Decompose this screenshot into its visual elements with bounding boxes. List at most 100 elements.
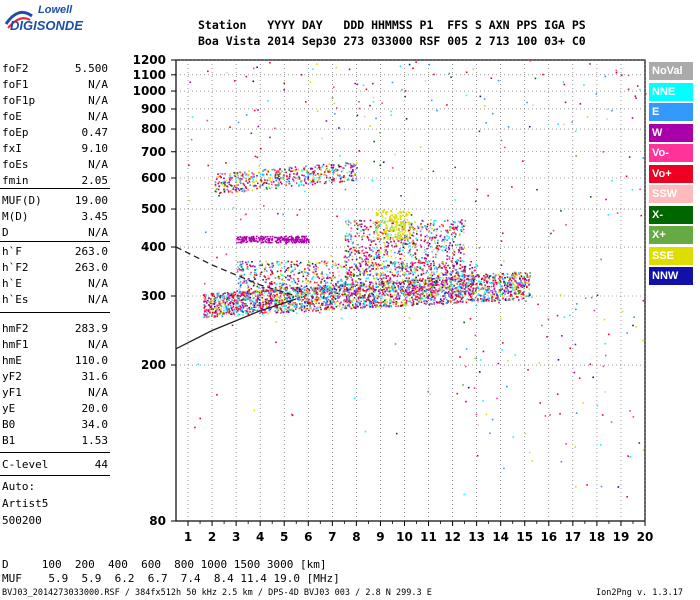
echo-point — [308, 261, 311, 264]
echo-point — [265, 301, 268, 304]
echo-point — [412, 242, 414, 244]
echo-point — [242, 302, 244, 304]
echo-point — [372, 302, 375, 305]
echo-point — [394, 286, 396, 289]
echo-point — [274, 236, 277, 239]
echo-point — [318, 178, 320, 181]
echo-point — [440, 234, 442, 237]
echo-point — [387, 281, 390, 283]
echo-point — [414, 291, 417, 293]
echo-point — [243, 239, 246, 242]
echo-point — [390, 214, 393, 217]
echo-point — [348, 291, 351, 294]
echo-point — [303, 238, 306, 241]
echo-point — [379, 231, 382, 233]
echo-point — [280, 282, 283, 285]
echo-point — [370, 255, 373, 257]
echo-point — [424, 279, 427, 282]
echo-point — [390, 220, 393, 223]
echo-point — [253, 276, 255, 278]
echo-point — [279, 288, 282, 291]
echo-point — [378, 253, 380, 256]
echo-point — [480, 300, 483, 303]
echo-point — [471, 276, 474, 278]
echo-point — [379, 223, 382, 225]
echo-point — [272, 291, 275, 293]
echo-point — [446, 271, 449, 274]
echo-point — [475, 263, 477, 266]
echo-point — [435, 230, 438, 233]
echo-point — [320, 288, 323, 291]
echo-point — [525, 281, 528, 284]
echo-point — [448, 279, 451, 282]
echo-point — [420, 239, 423, 241]
echo-point — [270, 297, 273, 300]
y-tick-label: 80 — [149, 514, 166, 528]
echo-point — [491, 291, 494, 294]
echo-point — [300, 291, 303, 293]
echo-point — [230, 294, 232, 297]
echo-point — [408, 221, 411, 224]
echo-point — [385, 231, 387, 234]
echo-point — [416, 296, 419, 298]
echo-point — [402, 226, 405, 228]
echo-point — [443, 246, 445, 249]
echo-point — [522, 291, 524, 294]
echo-point — [336, 285, 339, 287]
echo-point — [449, 283, 452, 286]
echo-point — [409, 280, 412, 283]
echo-point — [466, 278, 468, 280]
echo-point — [417, 290, 420, 292]
echo-point — [368, 233, 371, 236]
echo-point — [441, 245, 444, 247]
y-tick-label: 1100 — [133, 68, 166, 82]
echo-point — [515, 285, 517, 287]
param-value: N/A — [88, 293, 108, 306]
echo-point — [317, 262, 320, 264]
echo-point — [314, 291, 316, 293]
param-name: yF2 — [2, 370, 22, 383]
echo-point — [457, 220, 460, 223]
echo-point — [345, 162, 347, 165]
echo-point — [214, 307, 216, 310]
echo-point — [397, 261, 400, 264]
echo-point — [366, 288, 369, 291]
echo-point — [357, 224, 359, 227]
echo-point — [386, 251, 389, 253]
echo-point — [426, 270, 428, 272]
echo-point — [269, 297, 272, 299]
echo-point — [400, 287, 402, 290]
echo-point — [474, 296, 477, 299]
echo-point — [351, 294, 353, 296]
echo-point — [372, 285, 374, 287]
echo-point — [460, 287, 462, 290]
echo-point — [308, 269, 311, 271]
echo-point — [219, 304, 222, 307]
echo-point — [520, 285, 522, 287]
echo-point — [510, 284, 513, 286]
echo-point — [267, 302, 270, 304]
echo-point — [497, 273, 499, 276]
echo-point — [210, 305, 213, 307]
echo-point — [430, 232, 433, 234]
echo-point — [238, 306, 240, 309]
echo-point — [492, 296, 494, 299]
echo-point — [383, 304, 385, 307]
echo-point — [295, 289, 297, 291]
echo-point — [454, 235, 456, 238]
echo-point — [383, 231, 385, 234]
echo-point — [433, 222, 436, 225]
echo-point — [401, 226, 404, 228]
echo-point — [429, 303, 431, 305]
echo-point — [356, 288, 359, 291]
echo-point — [383, 288, 386, 291]
echo-point — [402, 246, 405, 249]
echo-point — [457, 225, 459, 227]
echo-point — [314, 287, 317, 290]
echo-point — [425, 253, 427, 256]
echo-point — [377, 305, 380, 308]
echo-point — [345, 266, 347, 269]
echo-point — [348, 290, 350, 293]
echo-point — [367, 228, 370, 231]
echo-point — [390, 261, 392, 264]
